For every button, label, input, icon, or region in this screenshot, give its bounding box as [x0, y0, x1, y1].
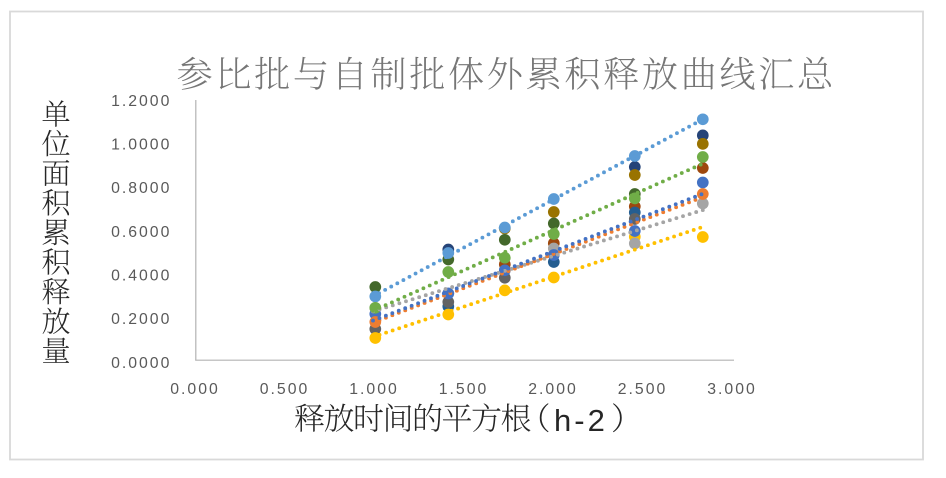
svg-text:1.000: 1.000 [349, 381, 399, 398]
svg-text:1.500: 1.500 [439, 381, 489, 398]
svg-text:0.000: 0.000 [170, 381, 220, 398]
svg-text:0.500: 0.500 [260, 381, 310, 398]
svg-text:0.4000: 0.4000 [111, 268, 171, 285]
svg-text:2.500: 2.500 [618, 381, 668, 398]
svg-text:1.2000: 1.2000 [111, 93, 171, 110]
svg-text:0.8000: 0.8000 [111, 180, 171, 197]
svg-text:0.0000: 0.0000 [111, 355, 171, 372]
svg-text:0.2000: 0.2000 [111, 311, 171, 328]
svg-text:3.000: 3.000 [707, 381, 757, 398]
svg-text:2.000: 2.000 [528, 381, 578, 398]
svg-text:1.0000: 1.0000 [111, 137, 171, 154]
svg-text:h-2: h-2 [554, 403, 608, 438]
svg-text:0.6000: 0.6000 [111, 224, 171, 241]
